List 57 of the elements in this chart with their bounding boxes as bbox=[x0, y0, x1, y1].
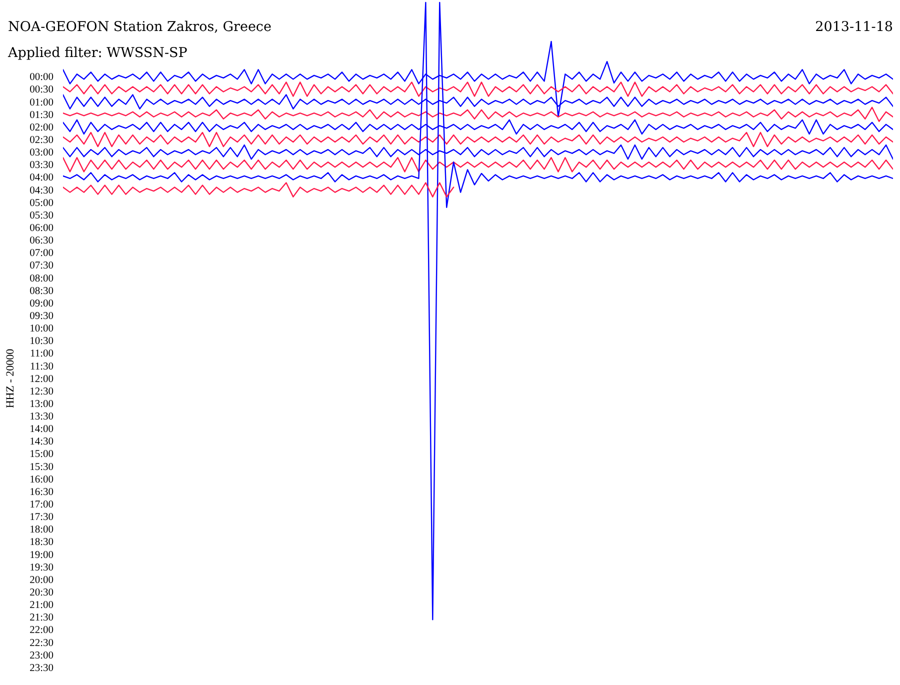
y-tick-label: 11:00 bbox=[30, 348, 54, 360]
y-tick-label: 20:00 bbox=[30, 574, 54, 586]
y-tick-label: 20:30 bbox=[30, 587, 54, 598]
y-tick-label: 19:00 bbox=[30, 550, 54, 561]
y-tick-label: 02:00 bbox=[30, 122, 54, 134]
y-tick-label: 12:30 bbox=[30, 386, 54, 398]
y-tick-label: 09:30 bbox=[30, 310, 54, 322]
y-tick-label: 16:00 bbox=[30, 474, 54, 486]
y-tick-label: 04:00 bbox=[30, 172, 54, 184]
y-tick-label: 08:30 bbox=[30, 286, 54, 297]
y-tick-label: 02:30 bbox=[30, 135, 54, 146]
line-series bbox=[63, 182, 454, 198]
y-tick-label: 11:30 bbox=[30, 361, 54, 372]
y-tick-label: 00:30 bbox=[30, 84, 54, 96]
y-tick-label: 06:30 bbox=[30, 236, 54, 247]
line-series bbox=[63, 106, 893, 122]
text: Applied filter: WWSSN-SP bbox=[7, 45, 188, 61]
y-tick-label: 09:00 bbox=[30, 298, 54, 310]
y-tick-label: 04:30 bbox=[30, 185, 54, 196]
y-tick-label: 01:00 bbox=[30, 97, 54, 108]
line-series bbox=[63, 157, 893, 172]
y-tick-label: 10:00 bbox=[30, 324, 54, 335]
y-tick-label: 13:00 bbox=[30, 398, 54, 410]
y-tick-label: 12:00 bbox=[30, 374, 54, 385]
line-series bbox=[63, 132, 893, 148]
y-tick-label: 03:00 bbox=[30, 148, 54, 159]
y-tick-label: 15:30 bbox=[30, 462, 54, 473]
line-series bbox=[63, 82, 893, 97]
y-tick-label: 17:30 bbox=[30, 512, 54, 524]
y-tick-label: 07:30 bbox=[30, 260, 54, 272]
y-tick-label: 17:00 bbox=[30, 500, 54, 511]
y-axis-title: HHZ - 20000 bbox=[4, 348, 16, 408]
y-tick-label: 23:00 bbox=[30, 650, 54, 662]
y-tick-label: 03:30 bbox=[30, 160, 54, 172]
y-tick-label: 13:30 bbox=[30, 412, 54, 423]
y-tick-label: 18:00 bbox=[30, 524, 54, 536]
y-tick-label: 14:30 bbox=[30, 436, 54, 448]
y-tick-label: 10:30 bbox=[30, 336, 54, 348]
y-tick-label: 15:00 bbox=[30, 449, 54, 460]
y-tick-label: 22:00 bbox=[30, 625, 54, 636]
y-tick-label: 00:00 bbox=[30, 72, 54, 84]
y-tick-label: 14:00 bbox=[30, 424, 54, 436]
y-tick-label: 05:30 bbox=[30, 210, 54, 222]
y-tick-label: 19:30 bbox=[30, 562, 54, 574]
annotation: 2013-11-18 bbox=[815, 19, 893, 35]
y-tick-label: 08:00 bbox=[30, 273, 54, 284]
y-tick-label: 21:30 bbox=[30, 612, 54, 624]
y-tick-label: 21:00 bbox=[30, 600, 54, 612]
y-tick-label: 22:30 bbox=[30, 638, 54, 649]
text: NOA-GEOFON Station Zakros, Greece bbox=[8, 19, 272, 35]
y-tick-label: 01:30 bbox=[30, 110, 54, 121]
y-tick-label: 18:30 bbox=[30, 537, 54, 548]
y-tick-label: 23:30 bbox=[30, 662, 54, 674]
y-tick-label: 16:30 bbox=[30, 486, 54, 498]
y-tick-label: 07:00 bbox=[30, 248, 54, 260]
y-tick-label: 06:00 bbox=[30, 222, 54, 234]
y-tick-label: 05:00 bbox=[30, 198, 54, 209]
